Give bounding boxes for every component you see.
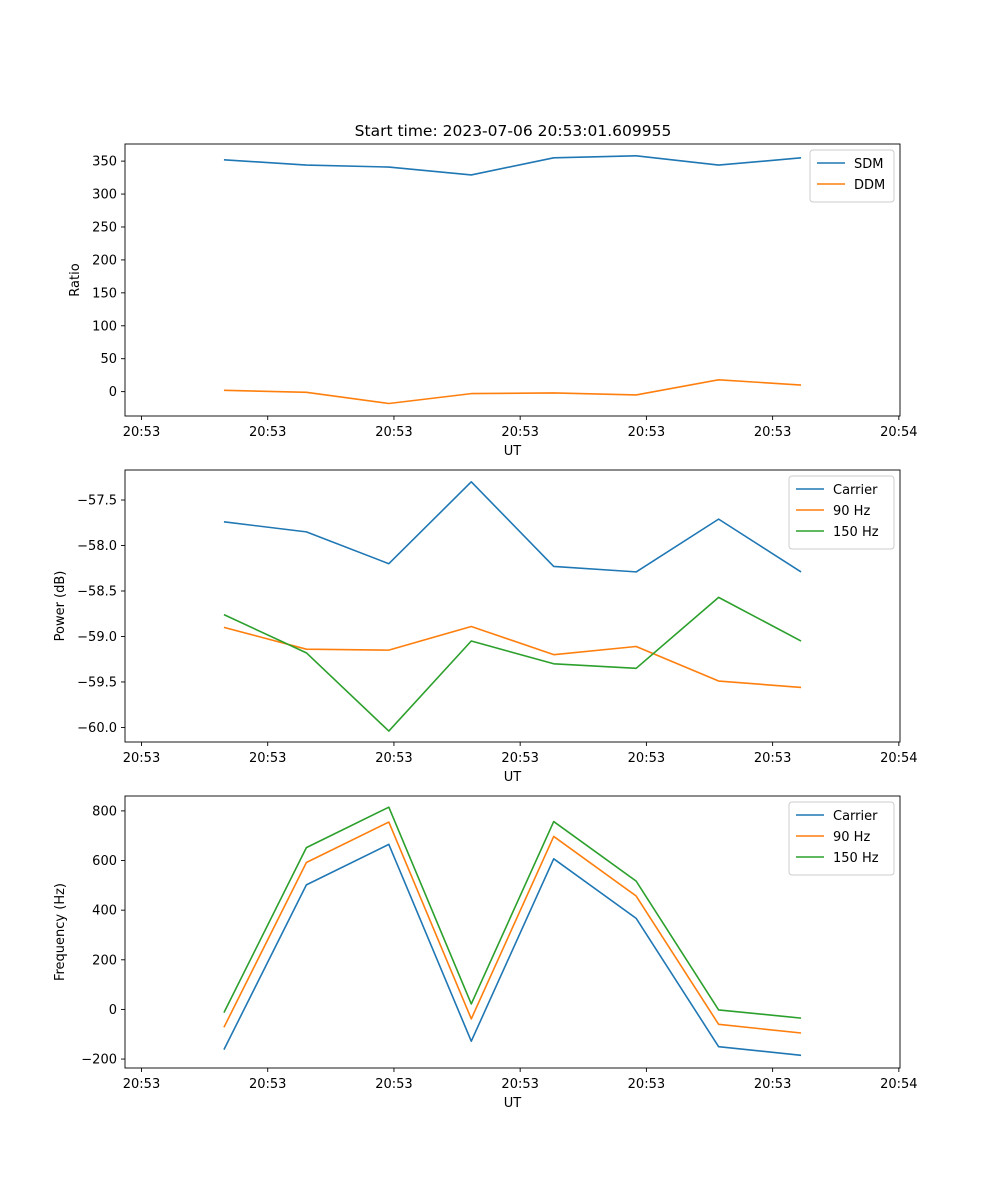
x-axis-label: UT [504, 770, 522, 785]
series-line-carrier [223, 481, 802, 573]
legend: SDM DDM [809, 149, 895, 203]
chart-panel-3: 20:53 20:53 20:53 20:53 20:53 20:53 20:54 −200 0… [53, 795, 918, 1111]
y-tick-label: 250 [92, 220, 117, 235]
y-tick-label: 800 [92, 804, 117, 819]
x-tick-label: 20:53 [123, 751, 160, 766]
legend: Carrier 90 Hz 150 Hz [788, 475, 895, 550]
x-tick-label: 20:53 [628, 1077, 665, 1092]
x-tick-label: 20:53 [754, 425, 791, 440]
chart-panel-1: 20:53 20:53 20:53 20:53 20:53 20:53 20:54 0 50 10… [68, 143, 918, 459]
legend-label-carrier: Carrier [833, 809, 878, 824]
x-tick-label: 20:54 [880, 1077, 917, 1092]
x-tick-label: 20:53 [754, 751, 791, 766]
y-axis-label: Ratio [68, 263, 83, 296]
y-tick-label: 200 [92, 953, 117, 968]
x-axis-label: UT [504, 1096, 522, 1111]
x-tick-label: 20:53 [249, 751, 286, 766]
axes-frame [124, 795, 901, 1069]
x-tick-label: 20:53 [501, 1077, 538, 1092]
y-tick-label: −58.0 [77, 539, 117, 554]
y-tick-label: −58.5 [77, 584, 117, 599]
x-tick-label: 20:53 [123, 1077, 160, 1092]
y-tick-label: −200 [81, 1053, 117, 1068]
series-line-sdm [223, 155, 802, 176]
chart-title: Start time: 2023-07-06 20:53:01.609955 [355, 122, 672, 140]
y-tick-label: 0 [109, 385, 117, 400]
chart-panel-2: 20:53 20:53 20:53 20:53 20:53 20:53 20:54 −60.0… [53, 469, 918, 785]
y-tick-label: 0 [109, 1003, 117, 1018]
y-tick-label: −59.0 [77, 630, 117, 645]
x-tick-label: 20:53 [501, 425, 538, 440]
y-tick-label: 600 [92, 854, 117, 869]
x-tick-label: 20:53 [754, 1077, 791, 1092]
legend-label-90-hz: 90 Hz [833, 504, 870, 519]
x-tick-label: 20:54 [880, 751, 917, 766]
x-tick-label: 20:54 [880, 425, 917, 440]
x-tick-label: 20:53 [628, 751, 665, 766]
x-tick-label: 20:53 [249, 425, 286, 440]
legend-label-sdm: SDM [854, 157, 883, 172]
y-tick-label: 300 [92, 188, 117, 203]
y-tick-label: 150 [92, 286, 117, 301]
x-tick-label: 20:53 [375, 425, 412, 440]
x-tick-label: 20:53 [375, 751, 412, 766]
legend-label-ddm: DDM [854, 178, 885, 193]
y-axis-label: Frequency (Hz) [53, 883, 68, 981]
series-line-150-hz [223, 596, 802, 732]
series-line-ddm [223, 378, 802, 405]
y-tick-label: 50 [100, 352, 117, 367]
y-tick-label: −59.5 [77, 675, 117, 690]
y-axis-label: Power (dB) [53, 571, 68, 642]
series-line-150-hz [223, 806, 802, 1019]
x-tick-label: 20:53 [375, 1077, 412, 1092]
legend: Carrier 90 Hz 150 Hz [788, 801, 895, 876]
y-tick-label: 350 [92, 155, 117, 170]
axes-frame [124, 143, 901, 417]
series-line-90-hz [223, 821, 802, 1034]
legend-label-150-hz: 150 Hz [833, 525, 879, 540]
y-tick-label: 100 [92, 319, 117, 334]
legend-label-150-hz: 150 Hz [833, 851, 879, 866]
x-tick-label: 20:53 [501, 751, 538, 766]
series-line-carrier [223, 843, 802, 1057]
y-tick-label: −60.0 [77, 721, 117, 736]
legend-label-90-hz: 90 Hz [833, 830, 870, 845]
x-tick-label: 20:53 [123, 425, 160, 440]
axes-frame [124, 469, 901, 743]
x-axis-label: UT [504, 444, 522, 459]
y-tick-label: 200 [92, 253, 117, 268]
series-line-90-hz [223, 625, 802, 689]
chart-panels: 20:53 20:53 20:53 20:53 20:53 20:53 20:54 0 50 10… [53, 143, 918, 1111]
x-tick-label: 20:53 [249, 1077, 286, 1092]
y-tick-label: 400 [92, 904, 117, 919]
legend-label-carrier: Carrier [833, 483, 878, 498]
x-tick-label: 20:53 [628, 425, 665, 440]
y-tick-label: −57.5 [77, 494, 117, 509]
